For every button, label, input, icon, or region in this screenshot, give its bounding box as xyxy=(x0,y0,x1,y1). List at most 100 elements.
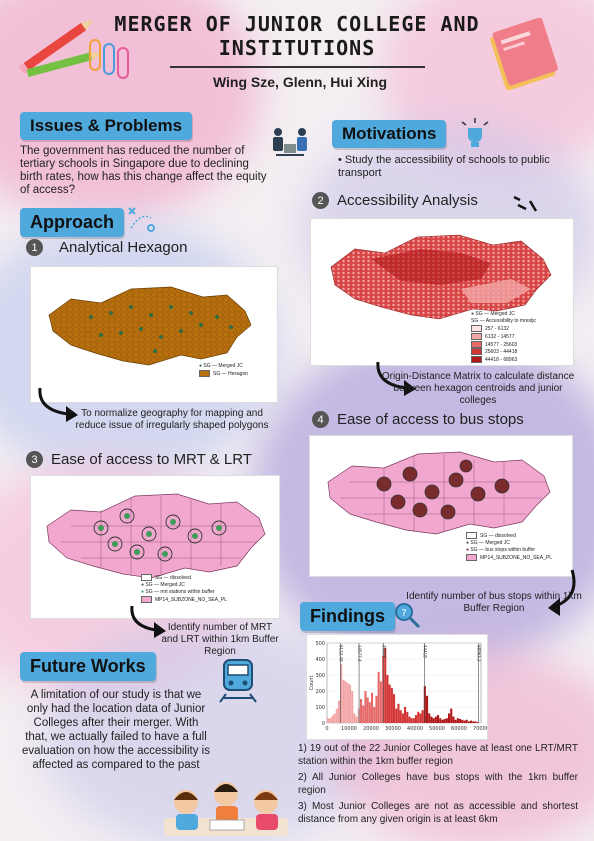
finding-item: 2) All Junior Colleges have bus stops wi… xyxy=(298,772,578,796)
break-label: 44418 xyxy=(423,645,428,658)
future-works-heading: Future Works xyxy=(20,652,156,681)
y-tick-label: 200 xyxy=(315,689,325,695)
histogram-bar xyxy=(351,691,354,723)
issues-heading: Issues & Problems xyxy=(20,112,193,140)
legend-swatch xyxy=(471,325,482,332)
histogram-bar xyxy=(379,681,382,723)
histogram-bar xyxy=(373,707,376,723)
histogram-bar xyxy=(384,647,387,723)
step-number: 4 xyxy=(312,411,329,428)
histogram-bar xyxy=(472,721,475,723)
histogram-bar xyxy=(432,718,435,723)
histogram-bar xyxy=(417,711,420,723)
findings-heading: Findings xyxy=(300,602,395,631)
legend-class: 25603 - 44418 xyxy=(471,348,536,356)
legend-swatch xyxy=(471,356,482,364)
x-tick-label: 50000 xyxy=(429,726,445,732)
x-tick-label: 10000 xyxy=(341,726,357,732)
histogram-bar xyxy=(395,708,398,723)
y-axis-label: Count xyxy=(309,676,315,691)
notebook-decoration xyxy=(490,18,558,90)
accessibility-map: ● SG — Merged JC SG — Accessibility to m… xyxy=(310,218,574,366)
legend-class-label: 25603 - 44418 xyxy=(485,349,518,356)
histogram-bar xyxy=(393,694,396,723)
histogram-bar xyxy=(397,703,400,723)
legend-class-label: 257 - 6132 xyxy=(485,325,509,332)
kids-reading-illustration xyxy=(164,782,288,836)
dashes-decoration xyxy=(513,195,538,212)
step-2-caption: Origin-Distance Matrix to calculate dist… xyxy=(381,371,575,406)
x-tick-label: 70000 xyxy=(473,726,487,732)
hexagon-legend: ● SG — Merged JC SG — Hexagon xyxy=(199,363,249,377)
histogram-bar xyxy=(410,718,413,723)
x-tick-label: 0 xyxy=(325,726,328,732)
histogram-bar xyxy=(456,718,459,723)
histogram-bar xyxy=(399,710,402,723)
histogram-bar xyxy=(342,679,345,723)
step-2-heading: 2 Accessibility Analysis xyxy=(312,192,478,209)
legend-mrt-stations: SG — mrt stations within buffer xyxy=(145,588,215,595)
histogram-bar xyxy=(441,719,444,723)
step-3-heading: 3 Ease of access to MRT & LRT xyxy=(26,451,252,468)
legend-swatch xyxy=(471,348,482,356)
histogram-bar xyxy=(461,719,464,723)
curved-arrow-2-icon xyxy=(376,361,416,396)
histogram-bar xyxy=(476,722,479,723)
legend-subzone: MP14_SUBZONE_NO_SEA_PL xyxy=(155,596,227,603)
magnifier-icon: ? xyxy=(395,603,421,629)
break-label: 68963.3 xyxy=(477,645,482,662)
bus-buffer-map-graphic xyxy=(327,451,551,535)
accessibility-legend: ● SG — Merged JC SG — Accessibility to m… xyxy=(471,311,537,364)
bus-buffer-map: SG — dissolved ● SG — Merged JC ● SG — b… xyxy=(309,435,573,577)
histogram-bar xyxy=(465,719,468,723)
x-tick-label: 60000 xyxy=(451,726,467,732)
histogram-bar xyxy=(401,713,404,723)
bus-legend: SG — dissolved ● SG — Merged JC ● SG — b… xyxy=(466,532,552,561)
histogram-bar xyxy=(368,702,371,723)
histogram-bar xyxy=(344,681,347,723)
step-number: 3 xyxy=(26,451,43,468)
mrt-legend: SG — dissolved ● SG — Merged JC ● SG — m… xyxy=(141,574,227,603)
histogram-bar xyxy=(470,720,473,723)
accessibility-map-graphic xyxy=(330,234,552,320)
histogram-bar xyxy=(459,719,462,723)
legend-merged-jc: SG — Merged JC xyxy=(203,363,243,369)
histogram-bar xyxy=(375,695,378,723)
histogram-bar xyxy=(412,718,415,723)
break-label: 6132.49 xyxy=(338,645,343,662)
histogram-bar xyxy=(371,692,374,723)
histogram-bar xyxy=(353,713,356,723)
finding-item: 3) Most Junior Colleges are not as acces… xyxy=(298,801,578,825)
hexagon-map-graphic xyxy=(48,286,252,366)
legend-class: 257 - 6132 xyxy=(471,325,536,333)
legend-subzone: MP14_SUBZONE_NO_SEA_PL xyxy=(480,554,552,561)
x-tick-label: 20000 xyxy=(363,726,379,732)
mrt-buffer-map-graphic xyxy=(46,493,266,579)
histogram-chart: 0 100 200 300 400 500 0 10000 20000 30000 40000 500… xyxy=(309,641,487,732)
step-1-caption: To normalize geography for mapping and r… xyxy=(75,408,269,431)
histogram-bar xyxy=(349,684,352,723)
y-tick-label: 400 xyxy=(315,657,325,663)
legend-class-label: 14577 - 25603 xyxy=(485,341,518,348)
histogram-bar xyxy=(377,671,380,723)
step-4-caption: Identify number of bus stops within 1km … xyxy=(406,591,582,614)
x-tick-label: 30000 xyxy=(385,726,401,732)
findings-list: 1) 19 out of the 22 Junior Colleges have… xyxy=(298,742,578,829)
histogram-bar xyxy=(437,715,440,723)
curved-arrow-1-icon xyxy=(38,387,78,422)
histogram-bar xyxy=(390,687,393,723)
histogram-bar xyxy=(452,716,455,723)
step-1-heading: 1 Analytical Hexagon xyxy=(26,239,187,256)
motivations-bullet-text: Study the accessibility of schools to pu… xyxy=(338,154,550,179)
histogram-bar xyxy=(335,708,338,723)
step-label: Ease of access to bus stops xyxy=(337,411,524,428)
legend-class: 14577 - 25603 xyxy=(471,340,536,349)
legend-dissolved: SG — dissolved xyxy=(155,574,191,581)
y-tick-label: 0 xyxy=(322,721,325,727)
svg-text:?: ? xyxy=(401,608,406,619)
histogram-bar xyxy=(404,707,407,723)
histogram-bar xyxy=(362,705,365,723)
legend-swatch xyxy=(471,340,482,348)
y-tick-label: 300 xyxy=(315,673,325,679)
legend-dissolved: SG — dissolved xyxy=(480,532,516,539)
